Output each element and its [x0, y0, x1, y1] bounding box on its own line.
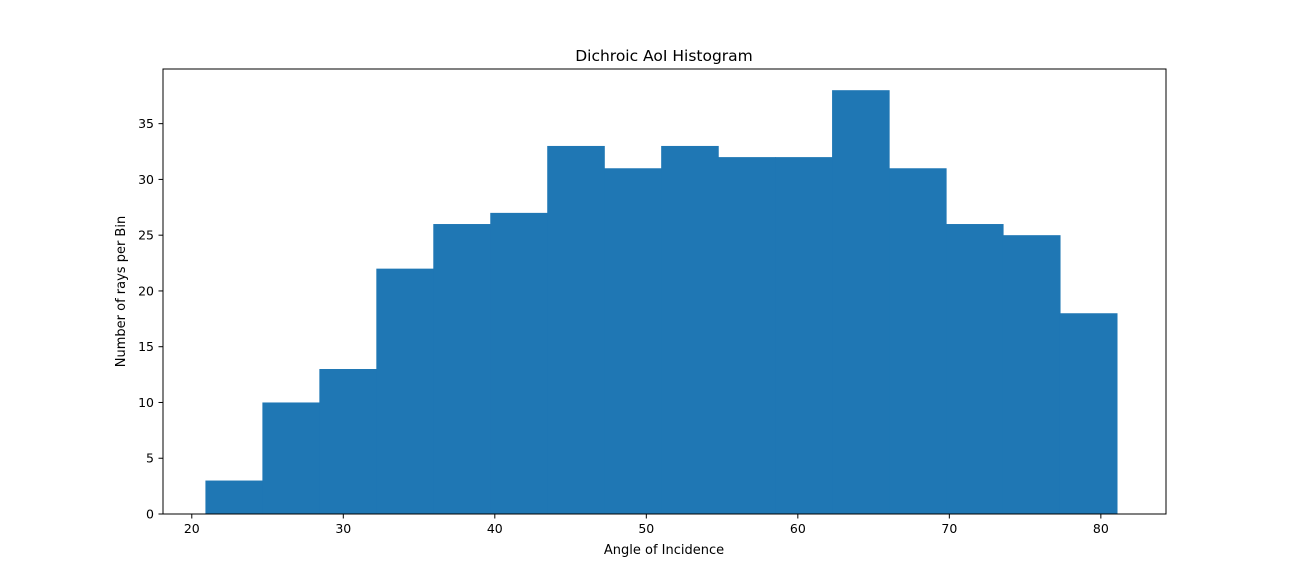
y-axis: 0 5 10 15 20 25 30 35 — [138, 116, 163, 522]
histogram-bar — [775, 157, 833, 515]
y-tick-label: 0 — [146, 507, 154, 522]
y-tick-label: 35 — [138, 116, 154, 131]
histogram-bar — [1002, 235, 1061, 514]
x-tick-label: 60 — [790, 521, 806, 536]
x-axis-label: Angle of Incidence — [604, 543, 724, 558]
histogram-bar — [433, 224, 491, 514]
histogram-bar — [376, 268, 434, 514]
x-tick-label: 30 — [335, 521, 351, 536]
x-tick-label: 50 — [638, 521, 654, 536]
x-tick-label: 80 — [1093, 521, 1109, 536]
histogram-bar — [604, 168, 662, 514]
y-tick-label: 25 — [138, 228, 154, 243]
plot-frame — [162, 68, 1167, 515]
histogram-bar — [718, 157, 776, 515]
chart-title: Dichroic AoI Histogram — [575, 47, 753, 65]
histogram-bar — [205, 480, 263, 514]
histogram-bar — [547, 145, 605, 514]
histogram-bar — [262, 402, 320, 514]
x-tick-label: 70 — [941, 521, 957, 536]
x-tick-label: 40 — [487, 521, 503, 536]
y-tick-label: 20 — [138, 283, 154, 298]
histogram-bar — [889, 168, 947, 514]
histogram-bar — [946, 224, 1004, 514]
histogram-bar — [490, 212, 548, 514]
bars-layer — [205, 90, 1118, 515]
y-tick-label: 5 — [146, 451, 154, 466]
histogram-bar — [1059, 313, 1118, 514]
x-tick-label: 20 — [184, 521, 200, 536]
y-tick-label: 30 — [138, 172, 154, 187]
y-tick-label: 10 — [138, 395, 154, 410]
histogram-bar — [832, 90, 890, 514]
y-tick-label: 15 — [138, 339, 154, 354]
x-axis: 20 30 40 50 60 70 80 — [184, 514, 1109, 536]
y-axis-label: Number of rays per Bin — [114, 216, 129, 367]
histogram-bar — [661, 145, 719, 514]
histogram-bar — [319, 369, 377, 514]
